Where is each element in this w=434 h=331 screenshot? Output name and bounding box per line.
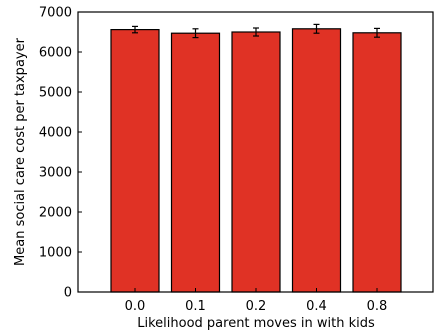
error-bar-0.8 bbox=[374, 27, 380, 38]
y-tick-label-1000: 1000 bbox=[39, 246, 72, 261]
y-tick-label-4000: 4000 bbox=[39, 126, 72, 141]
y-tick-label-5000: 5000 bbox=[39, 86, 72, 101]
x-tick-label-0.0: 0.0 bbox=[125, 299, 146, 314]
error-bar-0.2 bbox=[253, 27, 259, 37]
y-tick-label-7000: 7000 bbox=[39, 6, 72, 21]
error-bar-0.4 bbox=[313, 23, 320, 34]
y-tick-label-6000: 6000 bbox=[39, 46, 72, 61]
bar-0.4 bbox=[291, 28, 342, 293]
bar-0.2 bbox=[231, 31, 281, 293]
x-axis-title: Likelihood parent moves in with kids bbox=[137, 316, 375, 331]
y-tick-label-2000: 2000 bbox=[39, 206, 72, 221]
error-bar-0.1 bbox=[192, 28, 199, 39]
y-axis-title: Mean social care cost per taxpayer bbox=[13, 37, 28, 266]
y-tick-label-0: 0 bbox=[64, 286, 72, 301]
ticks-layer: 0.0 0.1 0.2 0.4 0.8 0 1000 2000 3000 4000 5000 6000… bbox=[39, 6, 387, 315]
x-tick-label-0.2: 0.2 bbox=[246, 299, 267, 314]
bar-0.0 bbox=[110, 29, 160, 293]
error-bars-layer bbox=[132, 23, 380, 39]
x-tick-label-0.4: 0.4 bbox=[306, 299, 327, 314]
bar-0.8 bbox=[352, 32, 402, 293]
bars-layer bbox=[110, 28, 402, 293]
y-tick-label-3000: 3000 bbox=[39, 166, 72, 181]
error-bar-0.0 bbox=[132, 25, 138, 34]
x-tick-label-0.8: 0.8 bbox=[367, 299, 388, 314]
bar-0.1 bbox=[170, 32, 221, 293]
x-tick-label-0.1: 0.1 bbox=[185, 299, 206, 314]
